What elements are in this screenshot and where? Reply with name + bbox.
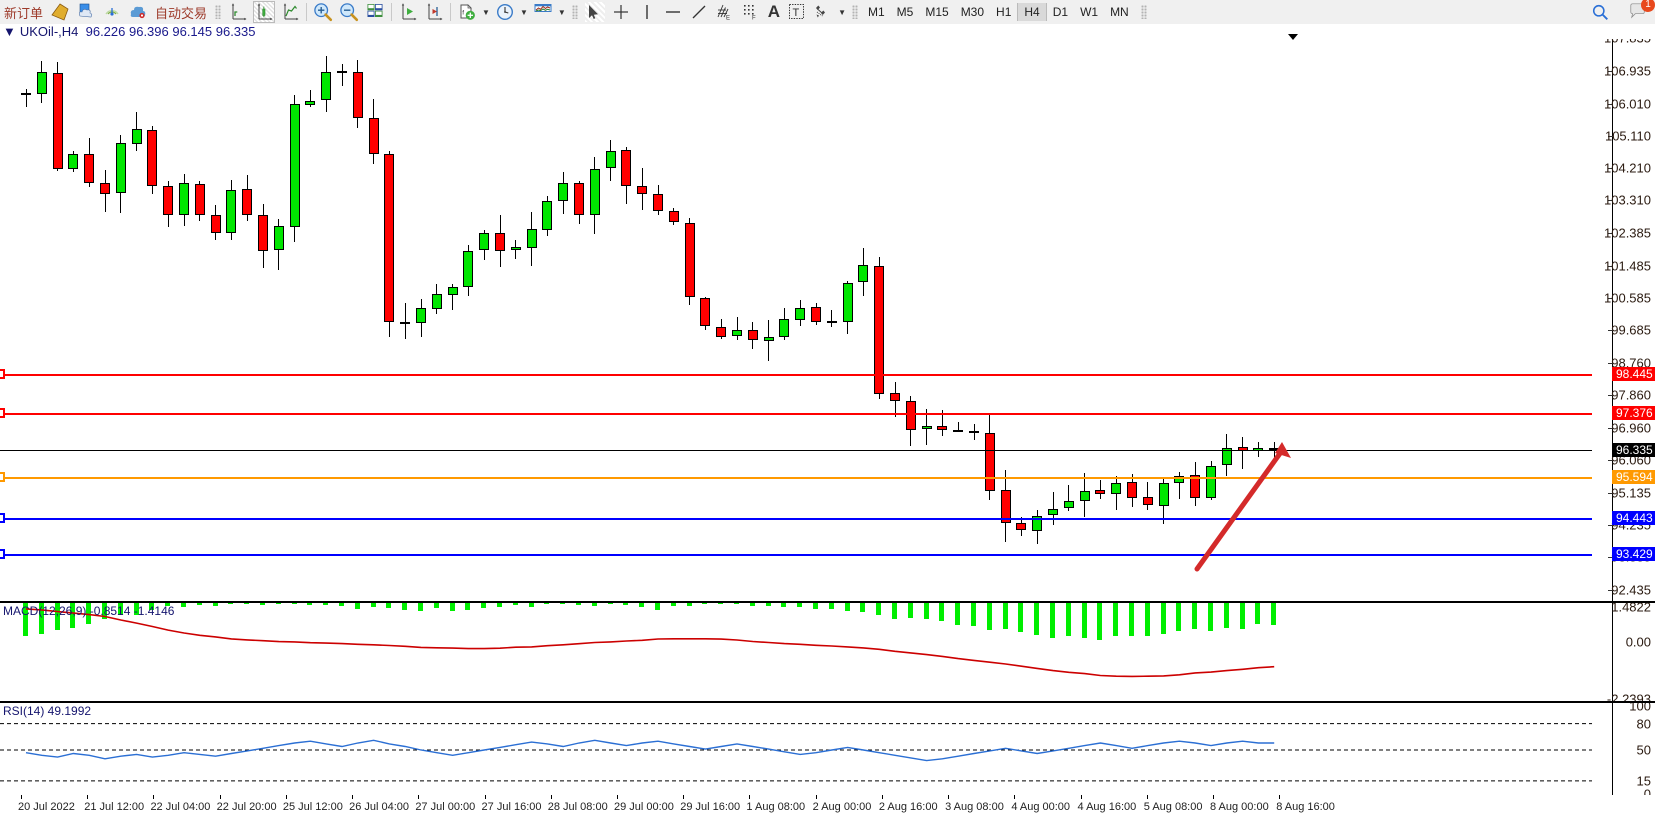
svg-text:E: E xyxy=(726,16,730,22)
svg-text:f: f xyxy=(462,10,464,17)
svg-text:T: T xyxy=(793,7,800,19)
svg-text:F: F xyxy=(752,16,756,22)
